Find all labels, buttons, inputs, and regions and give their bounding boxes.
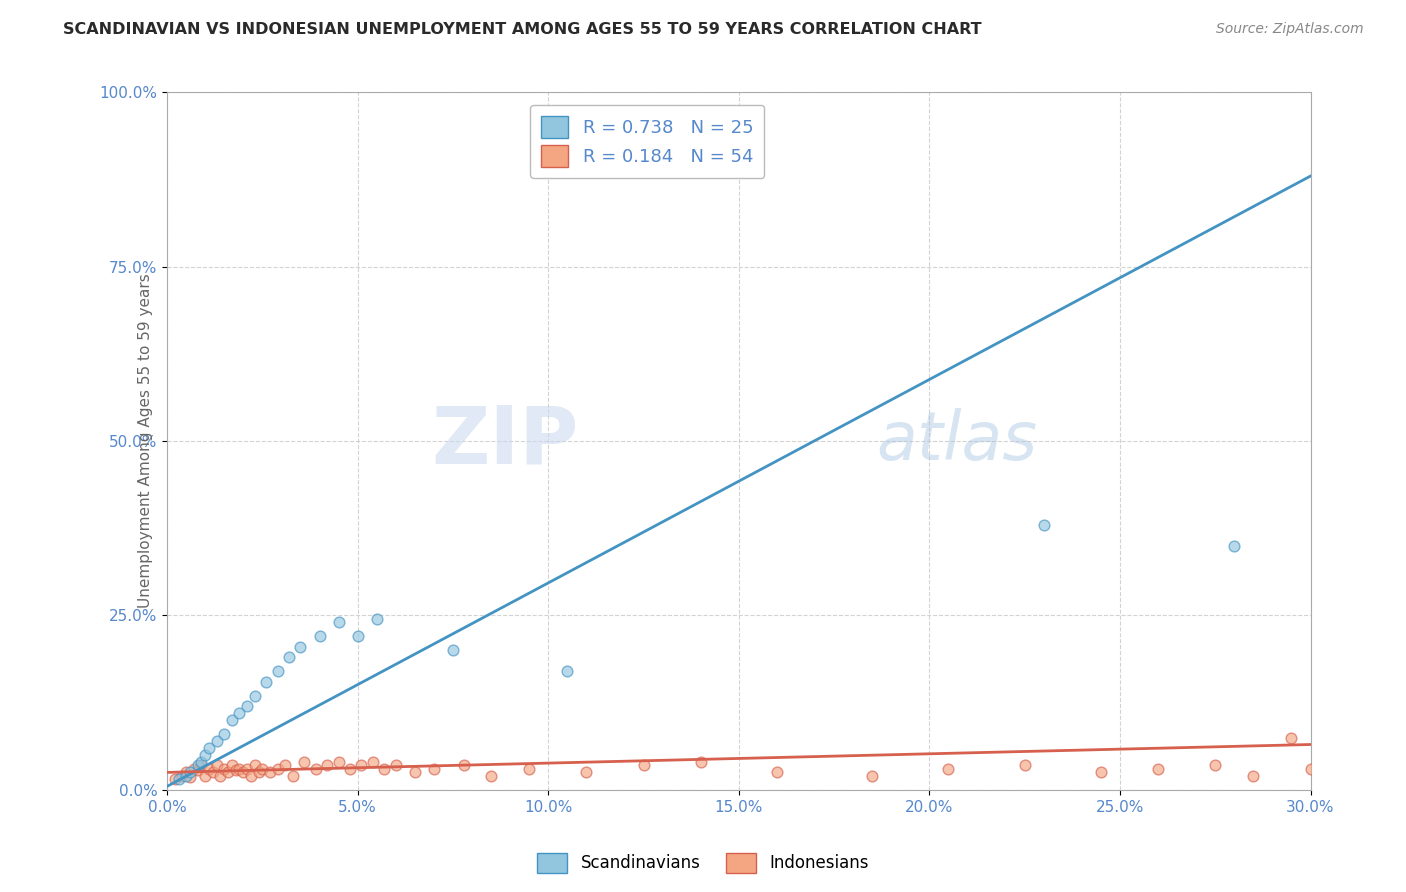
Point [163,772,186,787]
Point [174,769,197,783]
Point [209,769,232,783]
Point [281,769,304,783]
Point [174,765,197,780]
Point [217,765,239,780]
Point [555,665,578,679]
Point [187,758,209,772]
Point [179,770,201,784]
Point [339,762,361,776]
Point [239,769,262,783]
Point [259,765,281,780]
Point [373,762,395,776]
Point [179,765,201,780]
Point [194,747,217,762]
Point [441,643,464,657]
Point [328,615,350,630]
Point [221,758,243,772]
Point [228,762,250,776]
Point [1147,762,1170,776]
Point [453,758,475,772]
Point [1090,765,1112,780]
Point [1223,539,1246,553]
Point [404,765,426,780]
Point [201,765,224,780]
Point [183,762,205,776]
Point [517,762,540,776]
Point [212,727,235,741]
Point [366,612,388,626]
Point [1299,762,1322,776]
Point [328,755,350,769]
Legend: R = 0.738   N = 25, R = 0.184   N = 54: R = 0.738 N = 25, R = 0.184 N = 54 [530,105,765,178]
Y-axis label: Unemployment Among Ages 55 to 59 years: Unemployment Among Ages 55 to 59 years [138,274,153,608]
Text: Source: ZipAtlas.com: Source: ZipAtlas.com [1216,22,1364,37]
Point [346,629,368,643]
Point [350,758,373,772]
Point [221,713,243,727]
Text: atlas: atlas [876,409,1038,475]
Point [361,755,384,769]
Point [225,764,247,778]
Point [254,674,277,689]
Point [316,758,339,772]
Point [308,629,330,643]
Point [278,650,301,665]
Point [198,741,221,756]
Point [172,769,194,783]
Point [938,762,960,776]
Text: ZIP: ZIP [432,402,579,480]
Point [190,758,212,772]
Point [1204,758,1226,772]
Point [198,762,221,776]
Point [1281,731,1303,745]
Point [247,765,270,780]
Point [292,755,315,769]
Point [290,640,312,654]
Point [243,689,266,703]
Point [187,764,209,778]
Point [1032,517,1054,532]
Point [194,769,217,783]
Legend: Scandinavians, Indonesians: Scandinavians, Indonesians [531,847,875,880]
Point [633,758,655,772]
Point [689,755,711,769]
Point [766,765,789,780]
Point [205,734,228,748]
Point [243,758,266,772]
Point [266,665,288,679]
Point [212,762,235,776]
Point [252,762,274,776]
Point [236,699,259,714]
Point [228,706,250,720]
Point [384,758,406,772]
Point [205,758,228,772]
Point [274,758,297,772]
Point [236,762,259,776]
Point [860,769,883,783]
Point [1014,758,1036,772]
Point [167,772,190,787]
Point [266,762,288,776]
Point [305,762,328,776]
Point [190,755,212,769]
Point [232,765,254,780]
Point [1241,769,1264,783]
Point [423,762,446,776]
Point [479,769,502,783]
Point [575,765,598,780]
Text: SCANDINAVIAN VS INDONESIAN UNEMPLOYMENT AMONG AGES 55 TO 59 YEARS CORRELATION CH: SCANDINAVIAN VS INDONESIAN UNEMPLOYMENT … [63,22,981,37]
